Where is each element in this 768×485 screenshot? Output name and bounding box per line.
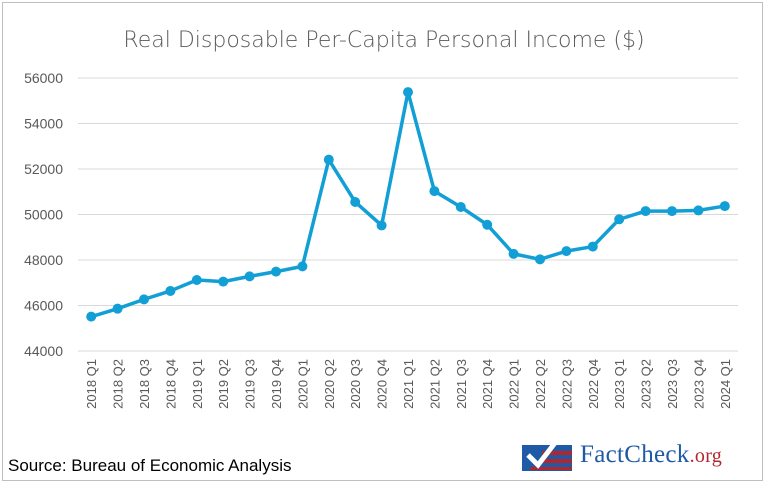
y-tick-label: 50000 [24,207,63,223]
flag-check-icon [522,439,572,471]
series-line [90,90,726,319]
x-tick-label: 2022 Q1 [507,359,522,409]
chart-frame [2,2,763,481]
logo-suffix: .org [689,445,723,467]
data-point [455,201,466,212]
data-point [482,219,493,230]
data-point [191,275,202,286]
data-point [535,254,545,265]
data-point [218,276,229,287]
x-tick-label: 2021 Q3 [454,359,469,409]
x-tick-label: 2019 Q2 [216,359,231,409]
x-tick-label: 2019 Q1 [190,359,205,409]
data-point [86,311,97,322]
y-tick-label: 44000 [24,343,63,359]
y-tick-label: 46000 [24,298,63,314]
data-point [139,294,149,305]
data-point [587,241,598,252]
x-tick-label: 2022 Q2 [533,359,548,409]
data-point [667,206,677,217]
x-tick-label: 2018 Q1 [84,359,99,409]
x-tick-label: 2020 Q4 [375,359,390,409]
factcheck-logo: FactCheck.org [522,439,722,471]
y-tick-label: 48000 [24,252,63,268]
data-point [403,87,413,98]
data-point [640,206,651,217]
x-tick-label: 2018 Q2 [111,359,126,409]
data-point [508,248,519,259]
x-tick-label: 2022 Q4 [586,359,601,409]
data-point [323,154,334,165]
data-point [561,246,572,257]
x-tick-label: 2021 Q2 [427,359,442,409]
logo-text: FactCheck [580,441,690,468]
x-tick-label: 2021 Q1 [401,359,416,409]
x-tick-label: 2020 Q2 [322,359,337,409]
data-point [350,196,361,207]
y-tick-label: 56000 [24,70,63,86]
x-tick-label: 2024 Q1 [718,359,733,409]
chart-title: Real Disposable Per-Capita Personal Inco… [123,28,645,53]
data-point [112,303,123,314]
data-point [614,214,625,225]
x-tick-label: 2019 Q3 [243,359,258,409]
data-point [376,220,387,231]
data-point [693,205,704,216]
y-tick-label: 52000 [24,161,63,177]
x-tick-label: 2023 Q4 [691,359,706,409]
data-point [429,186,440,197]
x-tick-label: 2023 Q2 [639,359,654,409]
x-tick-label: 2020 Q3 [348,359,363,409]
x-tick-label: 2023 Q3 [665,359,680,409]
x-tick-label: 2020 Q1 [295,359,310,409]
x-tick-label: 2021 Q4 [480,359,495,409]
data-point [165,285,176,296]
x-tick-label: 2019 Q4 [269,359,284,409]
data-point [271,266,281,277]
source-note: Source: Bureau of Economic Analysis [8,456,292,475]
y-tick-label: 54000 [24,116,63,132]
data-point [244,271,255,282]
x-tick-label: 2018 Q3 [137,359,152,409]
data-point [719,201,730,212]
x-tick-label: 2018 Q4 [163,359,178,409]
x-tick-label: 2022 Q3 [559,359,574,409]
x-tick-label: 2023 Q1 [612,359,627,409]
data-point [297,261,308,272]
